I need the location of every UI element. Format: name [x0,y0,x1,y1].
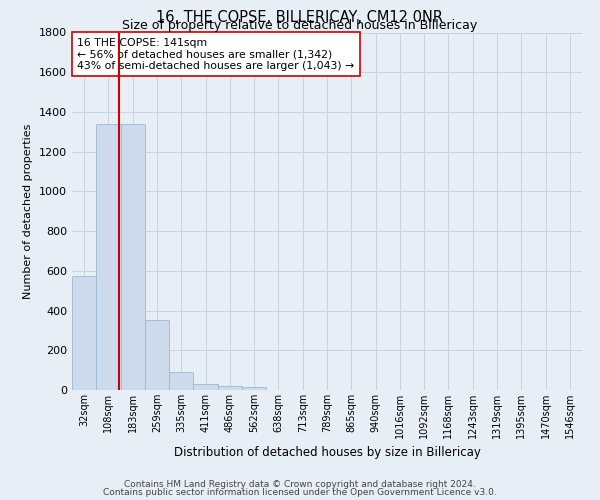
Bar [96,124,121,390]
Text: 16, THE COPSE, BILLERICAY, CM12 0NR: 16, THE COPSE, BILLERICAY, CM12 0NR [157,10,443,25]
Bar [72,276,96,390]
Bar [169,372,193,390]
Bar [218,386,242,390]
Bar [242,388,266,390]
Text: 16 THE COPSE: 141sqm
← 56% of detached houses are smaller (1,342)
43% of semi-de: 16 THE COPSE: 141sqm ← 56% of detached h… [77,38,355,71]
Y-axis label: Number of detached properties: Number of detached properties [23,124,34,299]
Bar [145,320,169,390]
X-axis label: Distribution of detached houses by size in Billericay: Distribution of detached houses by size … [173,446,481,460]
Text: Size of property relative to detached houses in Billericay: Size of property relative to detached ho… [122,19,478,32]
Text: Contains HM Land Registry data © Crown copyright and database right 2024.: Contains HM Land Registry data © Crown c… [124,480,476,489]
Bar [121,124,145,390]
Text: Contains public sector information licensed under the Open Government Licence v3: Contains public sector information licen… [103,488,497,497]
Bar [193,384,218,390]
